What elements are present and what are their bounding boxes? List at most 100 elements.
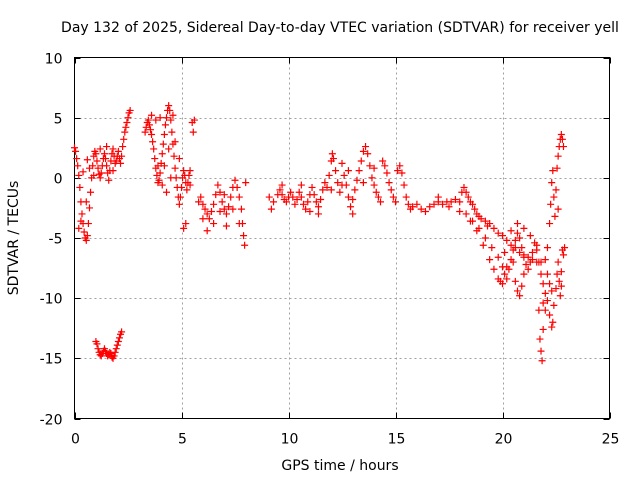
data-point-marker bbox=[123, 118, 131, 126]
data-point-marker bbox=[278, 191, 286, 199]
data-point-marker bbox=[201, 205, 209, 213]
data-point-marker bbox=[325, 171, 333, 179]
data-point-marker bbox=[368, 174, 376, 182]
data-point-marker bbox=[516, 248, 524, 256]
data-point-marker bbox=[109, 145, 117, 153]
data-point-marker bbox=[456, 198, 464, 206]
data-point-marker bbox=[490, 265, 498, 273]
data-point-marker bbox=[342, 181, 350, 189]
data-point-marker bbox=[543, 244, 551, 252]
data-point-marker bbox=[145, 121, 153, 129]
data-point-marker bbox=[72, 147, 80, 155]
data-point-marker bbox=[462, 210, 470, 218]
data-point-marker bbox=[240, 232, 248, 240]
data-point-marker bbox=[520, 253, 528, 261]
data-point-marker bbox=[417, 205, 425, 213]
data-point-marker bbox=[178, 183, 185, 191]
data-point-marker bbox=[462, 188, 470, 196]
data-point-marker bbox=[80, 228, 88, 236]
y-tick-label: 5 bbox=[54, 112, 63, 128]
data-point-marker bbox=[190, 116, 198, 124]
data-point-marker bbox=[513, 229, 521, 237]
data-point-marker bbox=[340, 171, 348, 179]
x-tick-label: 0 bbox=[71, 432, 80, 448]
data-point-marker bbox=[297, 193, 305, 201]
data-point-marker bbox=[464, 193, 472, 201]
data-point-marker bbox=[148, 131, 156, 139]
data-point-marker bbox=[518, 244, 526, 252]
data-point-marker bbox=[522, 260, 530, 268]
data-point-marker bbox=[186, 181, 194, 189]
data-point-marker bbox=[77, 217, 85, 225]
data-point-marker bbox=[546, 220, 554, 228]
data-point-marker bbox=[323, 183, 331, 191]
data-point-marker bbox=[541, 289, 549, 297]
data-point-marker bbox=[295, 188, 303, 196]
data-point-marker bbox=[158, 150, 166, 158]
data-point-marker bbox=[561, 244, 569, 252]
data-point-marker bbox=[481, 234, 489, 242]
data-point-marker bbox=[548, 179, 556, 187]
data-point-marker bbox=[552, 186, 560, 194]
data-point-marker bbox=[225, 203, 233, 211]
data-point-marker bbox=[549, 318, 557, 326]
data-point-marker bbox=[536, 335, 544, 343]
data-point-marker bbox=[546, 311, 554, 319]
data-point-marker bbox=[509, 246, 517, 254]
data-point-marker bbox=[546, 280, 554, 288]
data-point-marker bbox=[167, 174, 175, 182]
data-point-marker bbox=[547, 200, 555, 208]
data-point-marker bbox=[94, 345, 102, 353]
data-point-marker bbox=[469, 200, 477, 208]
data-point-marker bbox=[349, 195, 357, 203]
data-point-marker bbox=[312, 198, 320, 206]
data-point-marker bbox=[494, 229, 502, 237]
data-point-marker bbox=[503, 275, 511, 283]
data-point-marker bbox=[180, 167, 188, 175]
data-point-marker bbox=[158, 181, 166, 189]
data-point-marker bbox=[185, 171, 193, 179]
data-point-marker bbox=[549, 167, 557, 175]
data-point-marker bbox=[199, 215, 207, 223]
data-point-marker bbox=[511, 236, 519, 244]
data-point-marker bbox=[426, 203, 434, 211]
data-point-marker bbox=[496, 277, 504, 285]
data-point-marker bbox=[87, 188, 95, 196]
data-point-marker bbox=[554, 152, 562, 160]
data-point-marker bbox=[551, 212, 559, 220]
data-point-marker bbox=[75, 171, 83, 179]
y-tick-label: -10 bbox=[40, 292, 63, 308]
data-point-marker bbox=[117, 159, 125, 167]
data-point-marker bbox=[85, 204, 93, 212]
data-point-marker bbox=[310, 191, 318, 199]
data-point-marker bbox=[513, 287, 521, 295]
data-point-marker bbox=[163, 114, 171, 122]
data-point-marker bbox=[537, 347, 545, 355]
data-point-marker bbox=[554, 205, 562, 213]
data-point-marker bbox=[359, 147, 367, 155]
y-axis-label: SDTVAR / TECUs bbox=[6, 181, 22, 296]
data-point-marker bbox=[93, 340, 101, 348]
data-point-marker bbox=[499, 232, 506, 240]
data-point-marker bbox=[175, 155, 183, 163]
data-point-marker bbox=[466, 217, 474, 225]
data-point-marker bbox=[359, 179, 367, 187]
data-point-marker bbox=[314, 210, 322, 218]
data-point-marker bbox=[526, 232, 534, 240]
data-point-marker bbox=[535, 258, 543, 266]
data-point-marker bbox=[186, 167, 194, 175]
data-point-marker bbox=[84, 220, 92, 228]
data-point-marker bbox=[503, 263, 511, 271]
data-point-marker bbox=[216, 208, 224, 216]
y-tick-label: -20 bbox=[40, 413, 63, 429]
data-point-marker bbox=[370, 164, 378, 172]
data-point-marker bbox=[550, 301, 558, 309]
data-point-marker bbox=[175, 200, 183, 208]
data-point-marker bbox=[83, 156, 91, 164]
data-point-marker bbox=[111, 348, 119, 356]
data-point-marker bbox=[242, 179, 250, 187]
data-point-marker bbox=[507, 241, 515, 249]
data-point-marker bbox=[212, 191, 220, 199]
data-point-marker bbox=[421, 208, 429, 216]
